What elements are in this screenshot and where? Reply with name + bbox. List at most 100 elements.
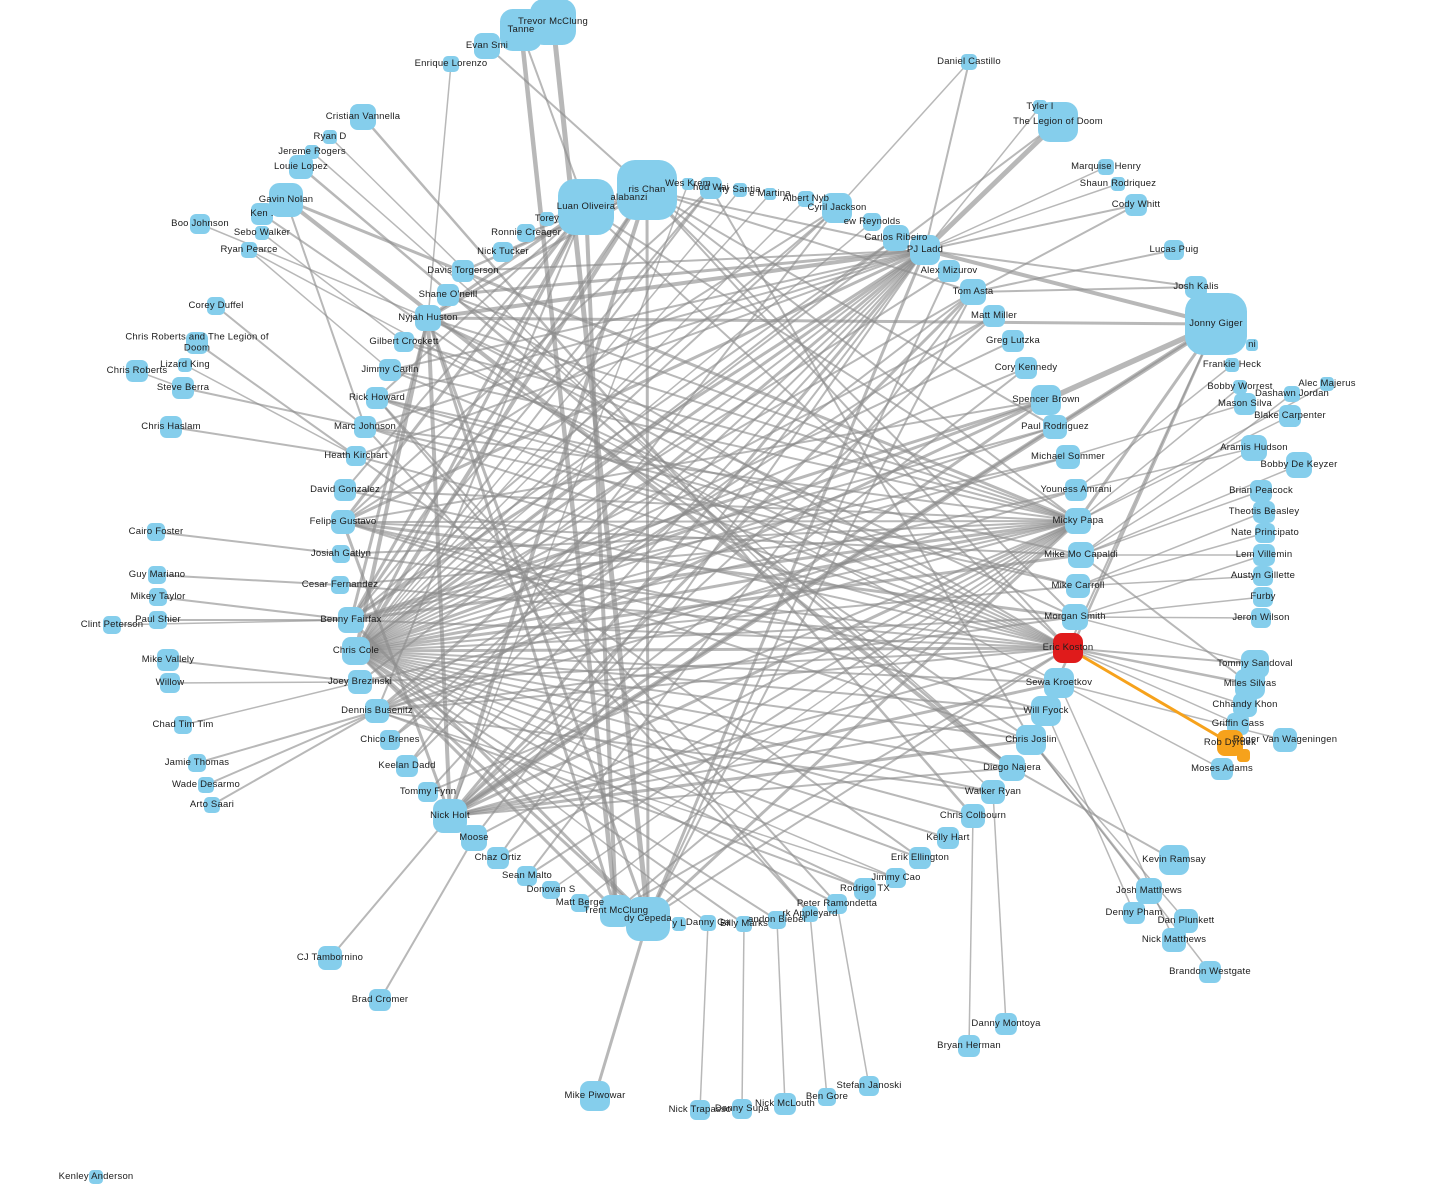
node-ben-gore[interactable] (818, 1088, 836, 1106)
node-chad-tim-tim[interactable] (174, 716, 192, 734)
node-josh-matthews[interactable] (1136, 878, 1162, 904)
node-shaun-rodriquez[interactable] (1111, 177, 1125, 191)
node-brad-cromer[interactable] (369, 989, 391, 1011)
node-chris-roberts[interactable] (126, 360, 148, 382)
node-albert-nyb[interactable] (798, 191, 814, 207)
node-tanne[interactable] (500, 9, 542, 51)
node-danny-ga[interactable] (700, 915, 716, 931)
node-ronnie-creager[interactable] (517, 224, 535, 242)
node-arto-saari[interactable] (204, 797, 220, 813)
node-walker-ryan[interactable] (981, 780, 1005, 804)
node-orange-dot[interactable] (1236, 748, 1250, 762)
node-legion-of-doom[interactable] (1038, 102, 1078, 142)
node-bobby-de-keyzer[interactable] (1286, 452, 1312, 478)
node-chris-joslin[interactable] (1016, 725, 1046, 755)
node-gavin-nolan[interactable] (269, 183, 303, 217)
node-erik-ellington[interactable] (909, 847, 931, 869)
node-clint-peterson[interactable] (103, 616, 121, 634)
node-nick-matthews[interactable] (1162, 928, 1186, 952)
node-felipe-gustavo[interactable] (331, 510, 355, 534)
node-cody-whitt[interactable] (1125, 194, 1147, 216)
node-theotis-beasley[interactable] (1253, 501, 1275, 523)
node-diego-najera[interactable] (999, 755, 1025, 781)
node-denny-pham[interactable] (1123, 902, 1145, 924)
node-brian-peacock[interactable] (1250, 480, 1272, 502)
node-nate-principato[interactable] (1255, 523, 1275, 543)
node-enrique-lorenzo[interactable] (443, 56, 459, 72)
node-eric-koston[interactable] (1053, 633, 1083, 663)
node-blake-carpenter[interactable] (1279, 405, 1301, 427)
node-wes-krem[interactable] (682, 178, 694, 190)
node-guy-mariano[interactable] (148, 566, 166, 584)
node-bobby-worrest[interactable] (1233, 380, 1247, 394)
node-lucas-puig[interactable] (1164, 240, 1184, 260)
node-nick-mclouth[interactable] (774, 1093, 796, 1115)
node-cyril-jackson[interactable] (822, 193, 852, 223)
node-cory-kennedy[interactable] (1015, 357, 1037, 379)
node-matt-berge[interactable] (571, 894, 589, 912)
node-sean-malto[interactable] (517, 866, 537, 886)
node-kenley-anderson[interactable] (89, 1170, 103, 1184)
node-moose[interactable] (461, 825, 487, 851)
node-lizard-king[interactable] (178, 358, 192, 372)
node-josh-kalis[interactable] (1185, 276, 1207, 298)
node-chris-cole[interactable] (342, 637, 370, 665)
node-peter-ramondetta[interactable] (827, 894, 847, 914)
node-pj-ladd[interactable] (910, 235, 940, 265)
node-ryan-pearce[interactable] (241, 242, 257, 258)
node-danny-supa[interactable] (732, 1099, 752, 1119)
node-marquise-henry[interactable] (1098, 159, 1114, 175)
node-nick-trapasso[interactable] (690, 1100, 710, 1120)
node-daniel-castillo[interactable] (961, 54, 977, 70)
node-evan-smi[interactable] (474, 33, 500, 59)
node-mike-carroll[interactable] (1066, 574, 1090, 598)
node-mike-vallely[interactable] (157, 649, 179, 671)
node-alex-mizurov[interactable] (938, 260, 960, 282)
node-cairo-foster[interactable] (147, 523, 165, 541)
node-chaz-ortiz[interactable] (487, 847, 509, 869)
node-bryan-herman[interactable] (958, 1035, 980, 1057)
node-heath-kirchart[interactable] (346, 446, 366, 466)
node-e-martina[interactable] (764, 188, 776, 200)
node-mike-mo-capaldi[interactable] (1068, 542, 1094, 568)
node-alec-majerus[interactable] (1320, 377, 1334, 391)
node-greg-lutzka[interactable] (1002, 330, 1024, 352)
node-jonny-giger[interactable] (1185, 293, 1247, 355)
node-ryan-d[interactable] (323, 130, 337, 144)
node-ni[interactable] (1246, 339, 1258, 351)
node-cj-tambornino[interactable] (318, 946, 342, 970)
node-ny-santia[interactable] (733, 183, 747, 197)
node-dashawn-jordan[interactable] (1284, 386, 1300, 402)
node-rick-howard[interactable] (366, 387, 388, 409)
node-tommy-fynn[interactable] (418, 782, 438, 802)
node-stefan-janoski[interactable] (859, 1076, 879, 1096)
node-torey[interactable] (540, 212, 554, 226)
node-willow[interactable] (160, 673, 180, 693)
node-rk-appleyard[interactable] (802, 906, 818, 922)
node-frankie-heck[interactable] (1225, 358, 1239, 372)
node-chris-roberts-legion[interactable] (186, 332, 208, 354)
node-will-fyock[interactable] (1031, 696, 1061, 726)
node-paul-shier[interactable] (149, 611, 167, 629)
node-david-gonzalez[interactable] (334, 479, 356, 501)
node-rodrigo-tx[interactable] (854, 878, 876, 900)
node-van-wageningen[interactable] (1273, 728, 1297, 752)
node-cesar-fernandez[interactable] (331, 576, 349, 594)
node-sewa-kroetkov[interactable] (1044, 668, 1074, 698)
node-chico-brenes[interactable] (380, 730, 400, 750)
node-jimmy-carlin[interactable] (379, 359, 401, 381)
node-austyn-gillette[interactable] (1253, 566, 1273, 586)
node-gilbert-crockett[interactable] (394, 332, 414, 352)
node-nyjah-huston[interactable] (415, 305, 441, 331)
node-carlos-ribeiro[interactable] (883, 225, 909, 251)
node-morgan-smith[interactable] (1062, 604, 1088, 630)
node-corey-duffel[interactable] (207, 297, 225, 315)
node-jamie-thomas[interactable] (188, 754, 206, 772)
node-tom-asta[interactable] (960, 279, 986, 305)
node-matt-miller[interactable] (983, 305, 1005, 327)
node-joey-brezinski[interactable] (348, 670, 372, 694)
node-cristian-vannella[interactable] (350, 104, 376, 130)
node-michael-sommer[interactable] (1056, 445, 1080, 469)
node-spencer-brown[interactable] (1031, 385, 1061, 415)
node-hod-wai[interactable] (700, 177, 722, 199)
